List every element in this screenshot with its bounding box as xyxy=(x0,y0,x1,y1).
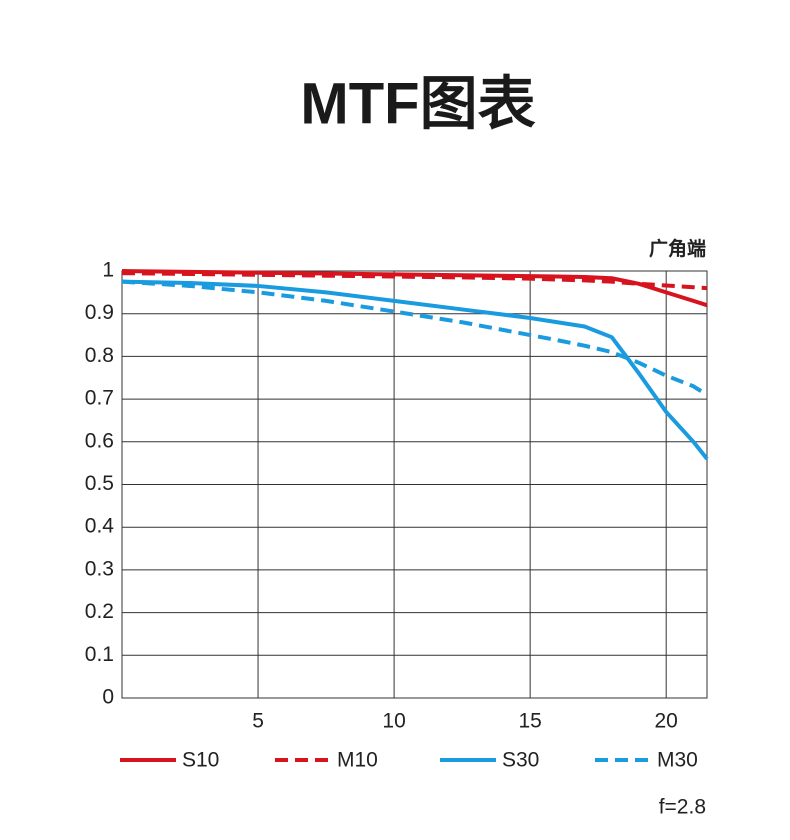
legend-label: S10 xyxy=(182,749,219,772)
x-tick-label: 10 xyxy=(382,710,405,733)
legend-label: M30 xyxy=(657,749,698,772)
annotation: f=2.8 xyxy=(659,796,706,819)
x-tick-label: 20 xyxy=(655,710,678,733)
series-line xyxy=(121,269,708,308)
y-tick-label: 0.8 xyxy=(85,344,114,367)
y-tick-label: 0.3 xyxy=(85,557,114,580)
corner-label: 广角端 xyxy=(649,237,706,260)
y-tick-label: 0.5 xyxy=(85,472,114,495)
legend-label: M10 xyxy=(337,749,378,772)
series-line xyxy=(121,279,709,461)
y-tick-label: 0.6 xyxy=(85,429,114,452)
y-tick-label: 0 xyxy=(102,686,114,709)
y-tick-label: 0.7 xyxy=(85,387,114,410)
legend-label: S30 xyxy=(502,749,539,772)
x-tick-label: 5 xyxy=(252,710,264,733)
y-tick-label: 0.4 xyxy=(85,515,115,538)
series-line xyxy=(121,271,708,291)
chart-title: MTF图表 xyxy=(300,71,535,136)
y-tick-label: 0.2 xyxy=(85,600,114,623)
y-tick-label: 0.1 xyxy=(85,643,114,666)
y-tick-label: 0.9 xyxy=(85,301,114,324)
y-tick-label: 1 xyxy=(102,259,114,282)
x-tick-label: 15 xyxy=(518,710,541,733)
series-line xyxy=(121,279,709,397)
